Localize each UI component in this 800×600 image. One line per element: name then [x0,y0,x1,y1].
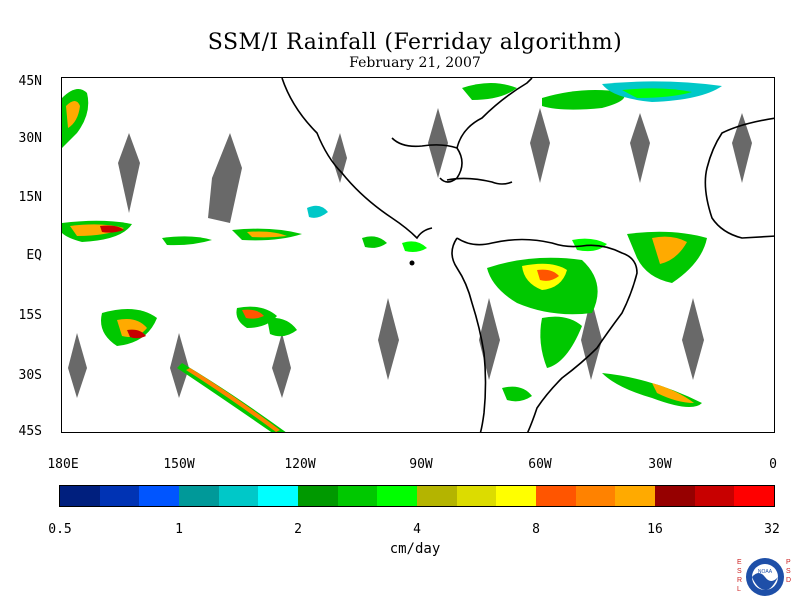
swath-gap [428,108,448,178]
noaa-emblem-icon: NOAA [746,558,784,596]
scale-label: 16 [647,522,663,537]
gulf-coast [391,137,463,183]
swath-gap [732,113,752,183]
color-swatch [179,486,219,506]
rain-patch [402,241,427,252]
swath-gap [68,333,87,398]
rain-patch [622,88,692,98]
color-scale-bar [59,485,775,507]
rain-patch [100,225,124,233]
rain-patch [66,101,80,128]
swath-gap [272,333,291,398]
lon-label-120w: 120W [284,457,316,472]
color-swatch [655,486,695,506]
south-america-east-coast [456,237,638,432]
rain-patch [540,316,582,368]
rain-patch [362,236,387,248]
color-swatch [218,486,259,506]
rain-patch [652,236,687,264]
color-swatch [139,486,180,506]
lat-label-30n: 30N [18,131,42,146]
color-swatch [337,486,378,506]
scale-units: cm/day [389,541,441,557]
color-swatch [377,486,418,506]
color-swatch [575,486,616,506]
swath-gap [378,298,399,380]
color-swatch [417,486,457,506]
scale-label: 0.5 [48,522,72,537]
color-swatch [496,486,537,506]
color-swatch [60,486,100,506]
rain-patch [652,383,694,403]
rain-patch [462,83,517,100]
east-coast [456,78,533,149]
lon-label-180e: 180E [47,457,79,472]
rain-patch [267,317,297,337]
rain-patch [242,309,264,319]
rain-patch [542,90,625,110]
lon-label-150w: 150W [163,457,195,472]
lat-label-15s: 15S [18,308,42,323]
rainfall-map [61,77,775,433]
map-date: February 21, 2007 [349,55,481,71]
swath-gap [332,133,347,183]
color-swatch [734,486,775,506]
color-swatch [298,486,338,506]
color-swatch [536,486,576,506]
scale-label: 2 [294,522,302,537]
swath-gap [682,298,704,380]
rain-patch [162,236,212,246]
lat-label-45s: 45S [18,424,42,439]
noaa-emblem-text: NOAA [758,569,773,575]
lat-label-30s: 30S [18,368,42,383]
scale-label: 8 [532,522,540,537]
swath-gap [530,108,550,183]
scale-label: 4 [413,522,421,537]
swath-gap [581,298,602,380]
color-swatch [99,486,140,506]
lon-label-30w: 30W [648,457,672,472]
island [409,260,415,266]
color-swatch [456,486,497,506]
lat-label-eq: EQ [26,248,42,263]
scale-label: 32 [764,522,780,537]
rain-patch [502,386,532,402]
lon-label-60w: 60W [528,457,552,472]
swath-gap [118,133,140,213]
rain-patch [247,231,287,238]
coastlines [281,78,774,432]
rain-patch [186,368,280,432]
rain-patch [127,329,146,339]
color-swatch [615,486,656,506]
rain-areas [62,81,722,432]
swath-gap [630,113,650,183]
south-america-west-coast [451,237,487,432]
north-america-coast [281,78,433,240]
africa-coast [704,117,774,239]
lon-label-0: 0 [769,457,777,472]
map-canvas [62,78,774,432]
color-swatch [694,486,735,506]
map-title: SSM/I Rainfall (Ferriday algorithm) [207,30,623,55]
color-swatch [258,486,299,506]
lon-label-90w: 90W [409,457,433,472]
rain-patch [307,205,328,218]
lat-label-45n: 45N [18,74,42,89]
lat-label-15n: 15N [18,190,42,205]
swath-gap [208,133,242,223]
cuba [446,177,513,185]
scale-label: 1 [175,522,183,537]
rain-patch [537,269,559,281]
